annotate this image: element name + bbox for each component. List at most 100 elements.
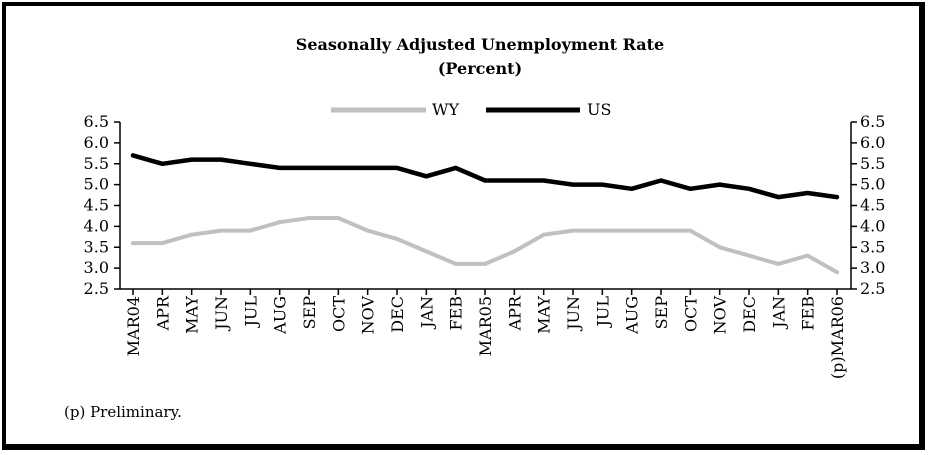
data-point-us (835, 195, 839, 200)
data-point-wy (659, 228, 663, 233)
data-point-us (688, 186, 693, 191)
y-tick-label-right: 3.5 (860, 237, 885, 256)
data-point-wy (277, 220, 282, 225)
data-point-wy (189, 232, 194, 237)
data-point-wy (747, 253, 751, 258)
data-point-wy (600, 228, 605, 233)
data-point-us (189, 157, 194, 162)
series-group (130, 153, 840, 275)
data-point-wy (453, 261, 458, 266)
x-tick-label: MAR05 (476, 296, 495, 356)
data-point-wy (131, 241, 135, 246)
data-point-wy (395, 236, 399, 241)
data-point-wy (160, 241, 165, 246)
data-point-us (277, 165, 282, 170)
y-tick-label-left: 3.5 (84, 237, 109, 256)
x-tick-label: MAR04 (124, 296, 143, 356)
data-point-us (805, 191, 810, 195)
y-tick-label-left: 5.0 (84, 175, 109, 194)
x-tick-label: JUL (593, 296, 612, 329)
data-point-us (629, 186, 634, 191)
data-point-wy (307, 216, 311, 220)
x-tick-label: JUL (241, 296, 260, 329)
data-point-us (395, 165, 399, 170)
y-tick-label-right: 4.5 (860, 196, 885, 215)
data-point-us (512, 178, 517, 183)
y-tick-label-left: 3.0 (84, 258, 109, 277)
data-point-us (160, 161, 165, 166)
data-point-us (571, 182, 575, 187)
x-tick-label: APR (153, 295, 172, 331)
y-tick-label-right: 5.0 (860, 175, 885, 194)
x-tick-label: DEC (388, 296, 407, 333)
data-point-wy (365, 228, 370, 233)
data-point-wy (629, 228, 634, 233)
x-tick-label: SEP (300, 296, 319, 330)
y-tick-label-left: 6.5 (84, 112, 109, 131)
x-tick-label: JUN (564, 296, 583, 332)
data-point-us (541, 178, 546, 183)
x-tick-label: JAN (769, 296, 788, 330)
data-point-us (131, 153, 135, 158)
data-point-wy (483, 261, 487, 266)
y-tick-label-right: 2.5 (860, 279, 885, 298)
data-point-wy (776, 261, 781, 266)
legend: WY US (331, 100, 611, 119)
data-point-us (336, 165, 341, 170)
y-tick-label-left: 5.5 (84, 154, 109, 173)
x-tick-label: AUG (271, 296, 290, 335)
x-tick-label: NOV (359, 296, 378, 335)
data-point-wy (219, 228, 223, 233)
x-tick-label: JUN (212, 296, 231, 332)
chart-frame (2, 2, 925, 450)
y-tick-label-right: 4.0 (860, 216, 885, 235)
x-tick-label: NOV (711, 296, 730, 335)
data-point-us (219, 157, 223, 162)
data-point-us (307, 165, 311, 170)
data-point-wy (336, 216, 341, 220)
y-tick-label-right: 5.5 (860, 154, 885, 173)
series-line-us (130, 153, 840, 200)
data-point-wy (835, 270, 839, 275)
x-tick-label: MAY (535, 296, 554, 334)
x-tick-label: OCT (329, 296, 348, 332)
x-tick-label: MAY (183, 296, 202, 334)
data-point-wy (805, 253, 810, 258)
chart-subtitle: (Percent) (438, 59, 522, 78)
x-tick-label: DEC (740, 296, 759, 333)
data-point-us (424, 174, 429, 179)
y-tick-label-right: 6.5 (860, 112, 885, 131)
x-tick-label: SEP (652, 296, 671, 330)
y-tick-label-left: 2.5 (84, 279, 109, 298)
data-point-wy (512, 249, 517, 254)
y-tick-label-left: 4.5 (84, 196, 109, 215)
data-point-wy (717, 245, 722, 250)
x-tick-label: AUG (623, 296, 642, 335)
x-tick-label: OCT (681, 296, 700, 332)
data-point-us (600, 182, 605, 187)
y-tick-label-left: 6.0 (84, 133, 109, 152)
data-point-wy (571, 228, 575, 233)
legend-label-us: US (587, 100, 611, 119)
data-point-us (483, 178, 487, 183)
y-tick-label-left: 4.0 (84, 216, 109, 235)
data-point-us (717, 182, 722, 187)
x-tick-label: APR (505, 295, 524, 331)
data-point-us (248, 161, 253, 166)
chart-title: Seasonally Adjusted Unemployment Rate (296, 35, 664, 54)
data-point-wy (424, 249, 429, 254)
data-point-us (747, 186, 751, 191)
x-tick-label: FEB (447, 296, 466, 331)
data-point-wy (688, 228, 693, 233)
y-tick-label-right: 6.0 (860, 133, 885, 152)
data-point-wy (248, 228, 253, 233)
y-tick-label-right: 3.0 (860, 258, 885, 277)
data-point-us (453, 165, 458, 170)
footnote: (p) Preliminary. (64, 403, 182, 421)
x-tick-label: JAN (417, 296, 436, 330)
data-point-wy (541, 232, 546, 237)
x-tick-label: FEB (799, 296, 818, 331)
legend-label-wy: WY (432, 100, 459, 119)
data-point-us (776, 195, 781, 200)
